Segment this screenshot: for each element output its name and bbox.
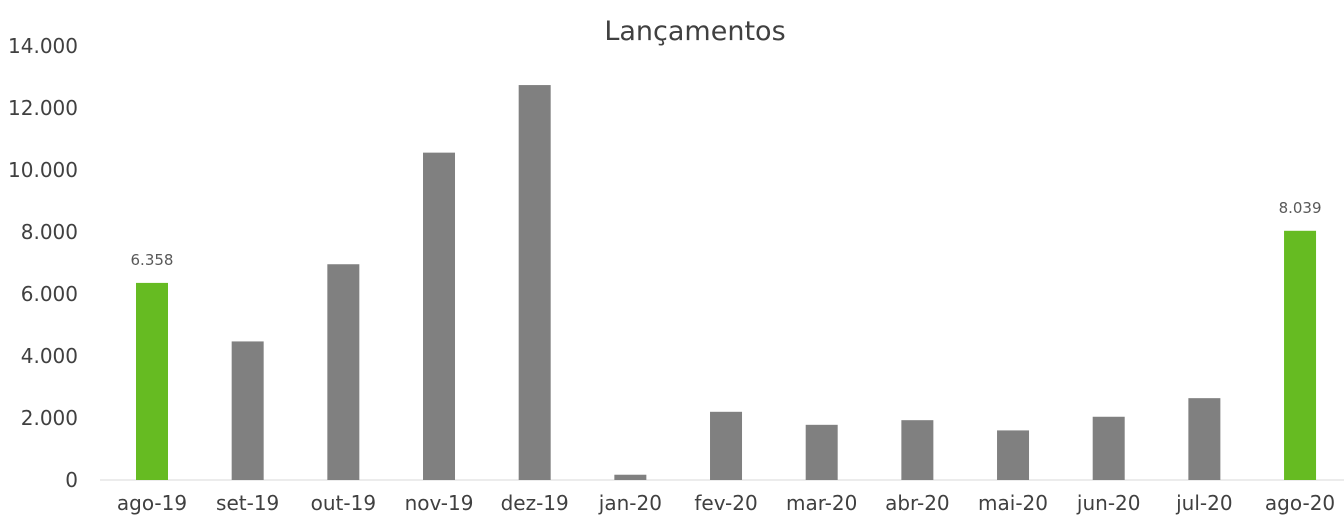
bar-jul-20 xyxy=(1188,398,1221,480)
data-labels: 6.358 8.039 xyxy=(131,199,1322,269)
y-tick-label: 8.000 xyxy=(21,220,78,244)
bar-jan-20 xyxy=(614,474,647,480)
x-tick-label: nov-19 xyxy=(405,491,474,515)
bar-ago-20 xyxy=(1284,230,1317,480)
x-axis: ago-19 set-19 out-19 nov-19 dez-19 jan-20 fev-… xyxy=(117,491,1335,515)
x-tick-label: dez-19 xyxy=(501,491,569,515)
x-tick-label: abr-20 xyxy=(885,491,950,515)
x-tick-label: ago-19 xyxy=(117,491,187,515)
x-tick-label: fev-20 xyxy=(694,491,757,515)
x-tick-label: jul-20 xyxy=(1175,491,1232,515)
bar-abr-20 xyxy=(901,420,934,480)
y-axis: 0 2.000 4.000 6.000 8.000 10.000 12.000 14.000 xyxy=(8,34,78,492)
bars xyxy=(136,85,1317,480)
data-label-ago-20: 8.039 xyxy=(1279,199,1322,217)
y-tick-label: 12.000 xyxy=(8,96,78,120)
bar-jun-20 xyxy=(1092,416,1125,480)
x-tick-label: ago-20 xyxy=(1265,491,1335,515)
data-label-ago-19: 6.358 xyxy=(131,251,174,269)
bar-nov-19 xyxy=(423,152,456,480)
x-tick-label: jun-20 xyxy=(1076,491,1141,515)
bar-mai-20 xyxy=(997,430,1030,480)
y-tick-label: 14.000 xyxy=(8,34,78,58)
chart-title: Lançamentos xyxy=(604,16,785,47)
x-tick-label: mar-20 xyxy=(786,491,857,515)
bar-set-19 xyxy=(231,341,264,480)
bar-mar-20 xyxy=(805,424,838,480)
bar-ago-19 xyxy=(136,282,168,480)
y-tick-label: 4.000 xyxy=(21,344,78,368)
x-tick-label: mai-20 xyxy=(978,491,1048,515)
x-tick-label: out-19 xyxy=(311,491,376,515)
y-tick-label: 6.000 xyxy=(21,282,78,306)
y-tick-label: 10.000 xyxy=(8,158,78,182)
y-tick-label: 2.000 xyxy=(21,406,78,430)
bar-dez-19 xyxy=(518,85,551,480)
y-tick-label: 0 xyxy=(65,468,78,492)
bar-fev-20 xyxy=(710,411,743,480)
x-tick-label: jan-20 xyxy=(598,491,662,515)
bar-out-19 xyxy=(327,264,360,480)
x-tick-label: set-19 xyxy=(216,491,279,515)
